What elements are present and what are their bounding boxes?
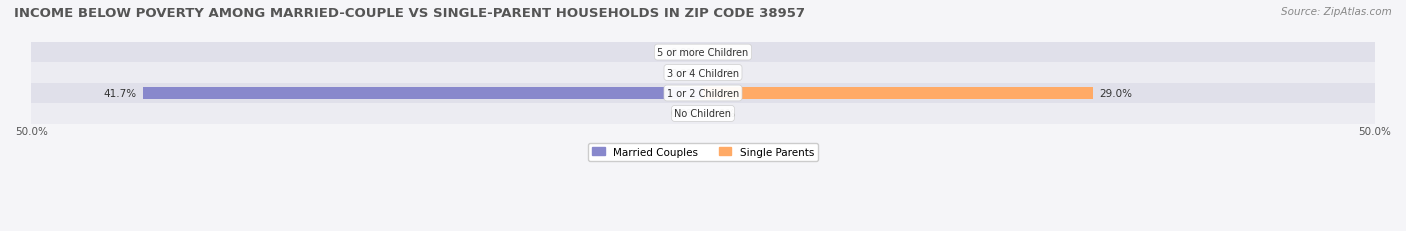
Text: INCOME BELOW POVERTY AMONG MARRIED-COUPLE VS SINGLE-PARENT HOUSEHOLDS IN ZIP COD: INCOME BELOW POVERTY AMONG MARRIED-COUPL…	[14, 7, 806, 20]
Text: 0.0%: 0.0%	[710, 68, 735, 78]
Bar	[31, 43, 1375, 63]
Text: 0.0%: 0.0%	[671, 48, 696, 58]
Text: 41.7%: 41.7%	[103, 89, 136, 99]
Text: 29.0%: 29.0%	[1099, 89, 1132, 99]
Text: 5 or more Children: 5 or more Children	[658, 48, 748, 58]
Bar	[31, 104, 1375, 124]
Bar	[703, 88, 1092, 99]
Bar	[31, 83, 1375, 104]
Text: 0.0%: 0.0%	[710, 109, 735, 119]
Text: 3 or 4 Children: 3 or 4 Children	[666, 68, 740, 78]
Legend: Married Couples, Single Parents: Married Couples, Single Parents	[588, 143, 818, 161]
Text: 1 or 2 Children: 1 or 2 Children	[666, 89, 740, 99]
Text: 0.0%: 0.0%	[710, 48, 735, 58]
Bar	[143, 88, 703, 99]
Text: 0.0%: 0.0%	[671, 109, 696, 119]
Text: Source: ZipAtlas.com: Source: ZipAtlas.com	[1281, 7, 1392, 17]
Text: No Children: No Children	[675, 109, 731, 119]
Bar	[31, 63, 1375, 83]
Text: 0.0%: 0.0%	[671, 68, 696, 78]
